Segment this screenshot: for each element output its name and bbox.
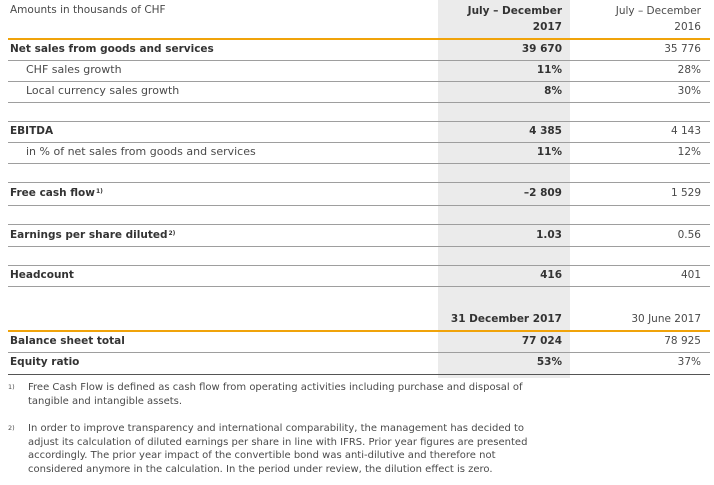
footnote-1-mark: 1) (8, 383, 15, 391)
row-rule (8, 246, 710, 247)
ebitda-label: EBITDA (10, 125, 54, 137)
units-label: Amounts in thousands of CHF (10, 4, 166, 16)
local-growth-2016: 30% (677, 85, 701, 97)
ebitda-pct-2017: 11% (536, 146, 562, 158)
balance-header-dec-2017: 31 December 2017 (450, 313, 562, 325)
chf-growth-label: CHF sales growth (26, 63, 122, 76)
ebitda-pct-2016: 12% (677, 146, 701, 158)
column-header-2017: July – December 2017 (468, 3, 562, 35)
footnote-ref-2: 2) (168, 230, 176, 237)
footnote-2-mark: 2) (8, 424, 15, 432)
eps-2016: 0.56 (677, 229, 701, 241)
row-rule (8, 163, 710, 164)
ebitda-2017: 4 385 (529, 125, 562, 137)
section-rule (8, 224, 710, 225)
row-rule (8, 81, 710, 82)
local-growth-2017: 8% (544, 85, 562, 97)
local-growth-label: Local currency sales growth (26, 84, 180, 97)
chf-growth-2017: 11% (536, 64, 562, 76)
footnote-1-text: Free Cash Flow is defined as cash flow f… (28, 382, 523, 407)
section-rule (8, 121, 710, 122)
footnote-2-text: In order to improve transparency and int… (28, 423, 528, 475)
balance-header-jun-2017: 30 June 2017 (631, 313, 701, 325)
row-rule (8, 60, 710, 61)
row-rule (8, 286, 710, 287)
section-rule (8, 265, 710, 266)
fcf-2016: 1 529 (670, 187, 701, 199)
headcount-label: Headcount (10, 269, 74, 281)
balance-total-jun: 78 925 (664, 335, 701, 347)
fcf-label-text: Free cash flow (10, 187, 95, 199)
net-sales-label: Net sales from goods and services (10, 43, 214, 55)
headcount-2016: 401 (680, 269, 701, 281)
equity-ratio-jun: 37% (677, 356, 701, 368)
equity-ratio-dec: 53% (536, 356, 562, 368)
column-header-2017-line1: July – December (467, 5, 562, 17)
net-sales-2017: 39 670 (521, 43, 562, 55)
balance-header-rule (8, 330, 710, 332)
eps-label: Earnings per share diluted2) (10, 228, 175, 242)
net-sales-2016: 35 776 (664, 43, 701, 55)
header-rule (8, 38, 710, 40)
column-header-2016-line1: July – December (615, 5, 701, 17)
section-rule (8, 182, 710, 183)
current-period-column-shade (438, 0, 570, 378)
footnote-ref-1: 1) (95, 188, 103, 195)
row-rule (8, 142, 710, 143)
fcf-2017: –2 809 (523, 187, 562, 199)
column-header-2016: July – December 2016 (616, 3, 701, 35)
headcount-2017: 416 (540, 269, 562, 281)
column-header-2017-line2: 2017 (532, 21, 562, 33)
eps-2017: 1.03 (536, 229, 562, 241)
equity-ratio-label: Equity ratio (10, 356, 80, 368)
balance-total-label: Balance sheet total (10, 335, 125, 347)
column-header-2016-line2: 2016 (674, 21, 701, 33)
fcf-label: Free cash flow1) (10, 186, 103, 200)
row-rule (8, 205, 710, 206)
ebitda-pct-label: in % of net sales from goods and service… (26, 145, 256, 158)
balance-total-dec: 77 024 (521, 335, 562, 347)
row-rule (8, 102, 710, 103)
table-bottom-rule (8, 374, 710, 375)
row-rule (8, 352, 710, 353)
eps-label-text: Earnings per share diluted (10, 229, 168, 241)
ebitda-2016: 4 143 (670, 125, 701, 137)
chf-growth-2016: 28% (677, 64, 701, 76)
